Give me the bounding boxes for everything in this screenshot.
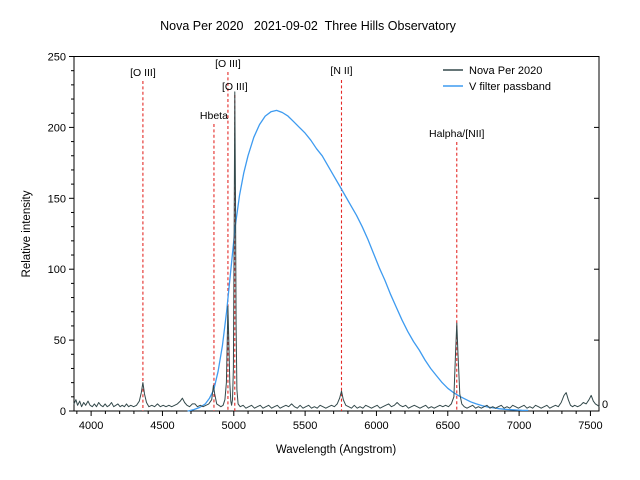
series-nova-per-2020	[73, 91, 600, 409]
series-v-filter-passband	[187, 109, 529, 412]
x-axis-label: Wavelength (Angstrom)	[276, 444, 397, 456]
x-tick-label: 5500	[293, 420, 317, 432]
x-tick-label: 4500	[150, 420, 174, 432]
chart-title: Nova Per 2020 2021-09-02 Three Hills Obs…	[160, 19, 457, 33]
legend-label: Nova Per 2020	[469, 65, 542, 77]
x-tick-label: 6500	[436, 420, 460, 432]
y-tick-label: 0	[60, 406, 66, 418]
x-tick-label: 7000	[507, 420, 531, 432]
y-tick-label: 150	[48, 193, 66, 205]
y-tick-label: 50	[54, 335, 66, 347]
x-tick-label: 4000	[79, 420, 103, 432]
right-axis-zero-label: 0	[602, 399, 608, 411]
emission-line-label: Hbeta	[200, 110, 228, 122]
y-tick-label: 200	[48, 122, 66, 134]
plot-frame	[73, 56, 600, 412]
x-tick-label: 5000	[222, 420, 246, 432]
legend-label: V filter passband	[469, 81, 551, 93]
y-tick-label: 250	[48, 52, 66, 64]
chart-dynamic-layer: 4000 4500 5000 5500 6000 6500 7000 7500 0 50 100 15…	[48, 52, 603, 433]
x-tick-label: 7500	[578, 420, 602, 432]
y-tick-label: 100	[48, 264, 66, 276]
emission-line-label: [O III]	[215, 58, 241, 70]
emission-line-label: [N II]	[330, 65, 352, 77]
emission-line-label: [O III]	[222, 81, 248, 93]
x-tick-label: 6000	[364, 420, 388, 432]
y-axis-label: Relative intensity	[21, 190, 33, 277]
emission-line-label: [O III]	[130, 67, 156, 79]
emission-line-label: Halpha/[NII]	[429, 128, 485, 140]
